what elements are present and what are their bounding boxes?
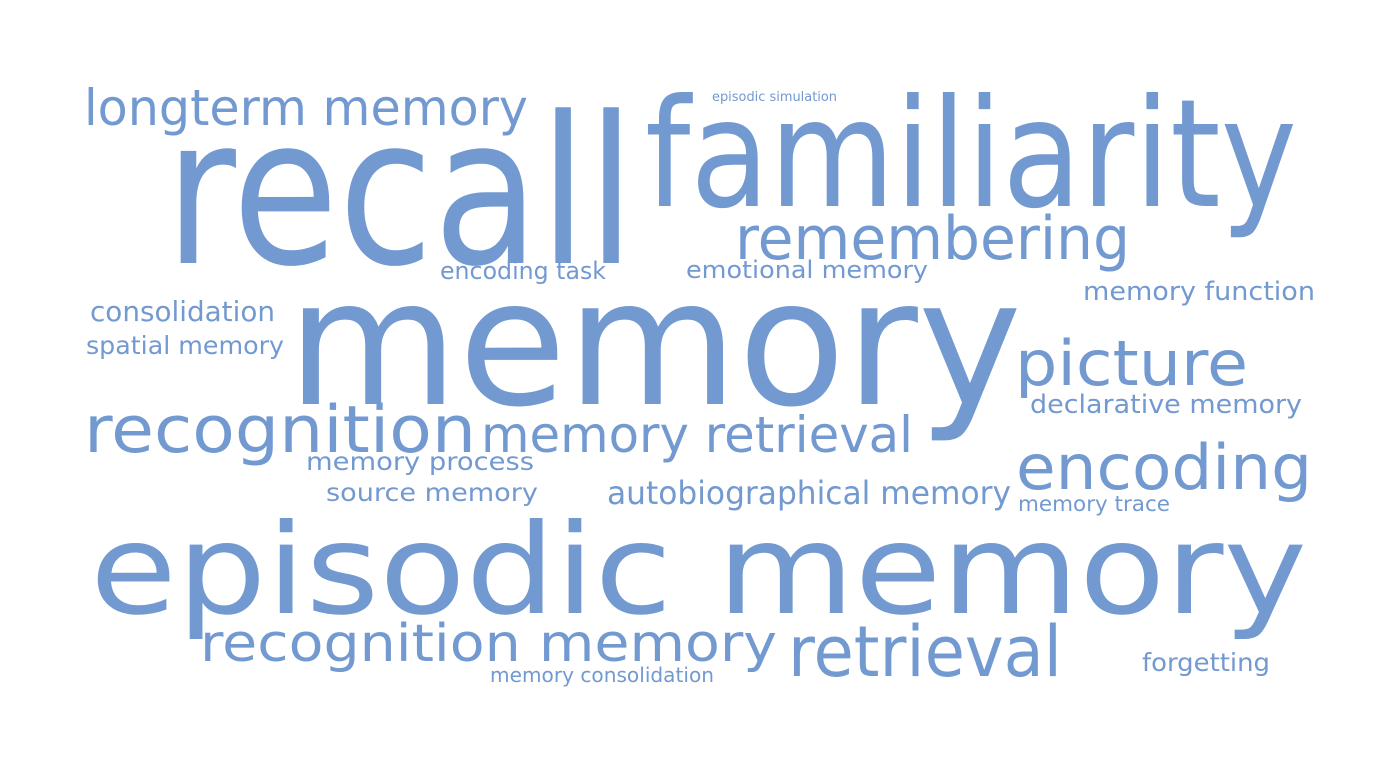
word-episodic-memory: episodic memory — [90, 498, 1308, 643]
word-memory: memory — [287, 243, 1023, 446]
word-spatial-memory: spatial memory — [86, 331, 285, 360]
word-remembering: remembering — [735, 204, 1130, 274]
word-encoding: encoding — [1016, 431, 1313, 505]
word-emotional-memory: emotional memory — [686, 255, 929, 284]
word-picture: picture — [1015, 327, 1249, 401]
word-memory-trace: memory trace — [1018, 492, 1170, 517]
word-declarative-memory: declarative memory — [1030, 390, 1303, 421]
word-encoding-task: encoding task — [440, 256, 607, 285]
word-memory-function: memory function — [1083, 277, 1315, 308]
word-autobiographical-memory: autobiographical memory — [607, 474, 1011, 513]
word-recall: recall — [165, 74, 636, 312]
word-longterm-memory: longterm memory — [84, 79, 529, 137]
word-source-memory: source memory — [326, 478, 538, 507]
word-memory-retrieval: memory retrieval — [481, 406, 914, 464]
word-consolidation: consolidation — [90, 294, 276, 328]
word-familiarity: familiarity — [645, 68, 1297, 242]
word-recognition-memory: recognition memory — [200, 614, 777, 675]
word-memory-process: memory process — [306, 447, 534, 476]
word-episodic-simulation: episodic simulation — [712, 89, 837, 105]
word-memory-consolidation: memory consolidation — [490, 663, 714, 687]
word-recognition: recognition — [84, 393, 476, 468]
word-retrieval: retrieval — [788, 611, 1062, 693]
word-forgetting: forgetting — [1142, 648, 1270, 677]
